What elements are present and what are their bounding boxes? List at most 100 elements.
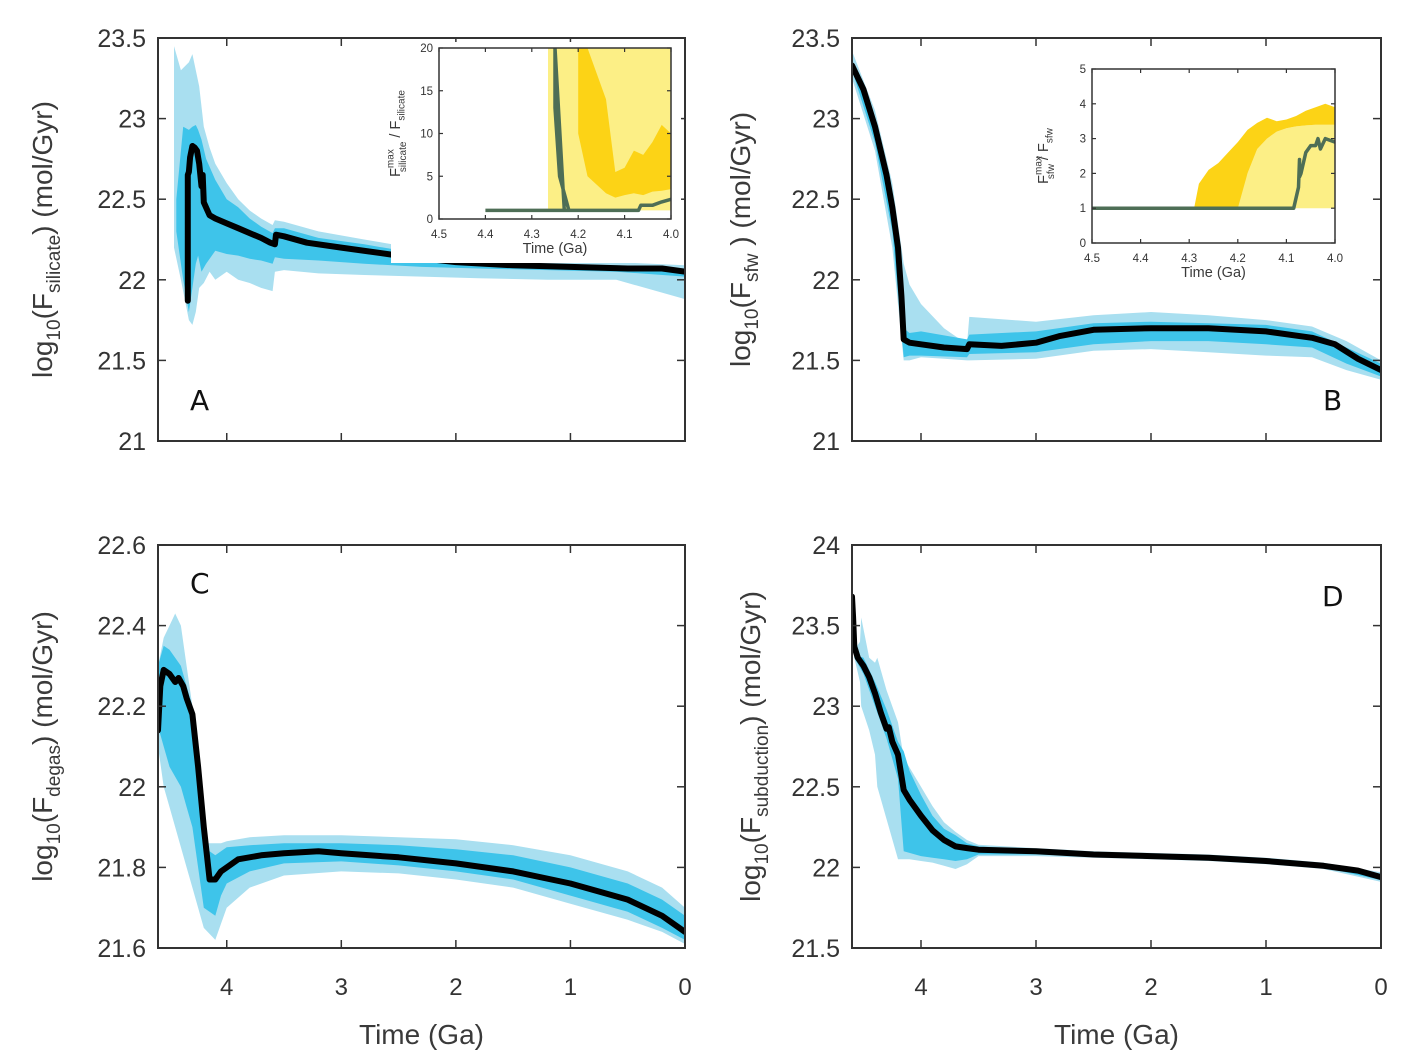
inset-inner-band [1194,103,1335,209]
inset-ylabel-sup: max [1033,156,1044,175]
axes-frame [157,544,686,949]
plot-area [852,593,1381,882]
inset-y-tick-label: 2 [1080,168,1086,180]
panel-letter: B [1323,384,1342,417]
inset-y-tick-label: 3 [1080,134,1086,146]
inset-x-tick-label: 4.1 [1278,253,1294,265]
inset-plot-area [485,48,671,213]
ylabel-sub1: 10 [44,823,65,844]
ylabel-post: ) (mol/Gyr) [27,101,58,235]
inset-line [1092,136,1335,210]
inset-ylabel-sub2: sfw [1044,127,1055,143]
y-tick-label: 22.5 [97,186,146,214]
x-tick-label: 4 [914,974,927,1001]
y-tick-label: 22 [118,774,146,802]
inset-ylabel-sup: max [385,149,396,168]
inset-ylabel-sub: sfw [1046,163,1057,179]
x-tick-label: 0 [1374,974,1387,1001]
inset-y-tick-label: 4 [1080,99,1087,111]
y-tick-label: 22 [812,854,840,882]
inset-x-tick-label: 4.4 [477,229,494,241]
y-tick-label: 22.5 [791,774,840,802]
x-axis-label: Time (Ga) [1054,1019,1179,1050]
y-tick-label: 23 [812,106,840,134]
inset-plot-area [1092,103,1335,210]
inset-ylabel-slash: / F [388,121,404,138]
ylabel-post: ) (mol/Gyr) [27,611,58,745]
inset-y-tick-label: 10 [420,129,433,141]
inner-uncertainty-band [158,645,685,940]
inset-ylabel-F: F [1036,175,1052,184]
y-tick-label: 22.5 [791,186,840,214]
y-tick-label: 21.5 [791,347,840,375]
inset-x-axis-label: Time (Ga) [523,241,588,257]
inset-ylabel-sub: silicate [398,141,409,172]
inset-ylabel-slash: / F [1036,143,1052,160]
outer-uncertainty-band [854,617,1381,882]
x-tick-label: 2 [1144,974,1157,1001]
panel-letter: A [190,384,209,417]
ylabel-pre: log [725,330,756,367]
axes-frame [157,37,686,442]
median-line [852,593,1381,881]
ylabel-sub2: silicate [44,235,65,293]
x-tick-label: 3 [335,974,348,1001]
median-line [158,666,685,935]
ylabel-sub2: subduction [752,725,773,817]
inset-x-tick-label: 4.5 [1084,253,1100,265]
x-tick-label: 2 [449,974,462,1001]
plot-area [852,50,1381,380]
inset-x-tick-label: 4.2 [1230,253,1246,265]
y-tick-label: 23.5 [791,25,840,53]
inner-uncertainty-band [854,654,1381,881]
inset-ylabel-sub2: silicate [396,90,407,121]
axes-frame [851,37,1382,442]
inset-inner-band [578,48,671,198]
y-tick-label: 24 [812,532,840,560]
y-tick-label: 22.4 [97,613,146,641]
inset-y-tick-label: 0 [427,214,433,226]
ylabel-post: ) (mol/Gyr) [735,591,766,725]
y-tick-label: 21 [118,428,146,456]
ylabel-sub1: 10 [44,319,65,340]
ylabel-mid: (F [27,797,58,823]
y-tick-label: 23 [812,693,840,721]
x-tick-label: 1 [564,974,577,1001]
x-tick-label: 0 [678,974,691,1001]
ylabel-sub2: sfw [742,253,763,282]
y-tick-label: 22.2 [97,693,146,721]
inset-x-tick-label: 4.5 [431,229,447,241]
inset-x-tick-label: 4.3 [1181,253,1197,265]
inset-y-tick-label: 0 [1080,238,1086,250]
inset-x-tick-label: 4.3 [524,229,540,241]
inset-y-tick-label: 5 [427,171,433,183]
inset-y-tick-label: 15 [420,86,433,98]
plot-area [158,613,685,944]
ylabel-sub2: degas [44,745,65,797]
y-tick-label: 21.6 [97,935,146,963]
inset-y-tick-label: 20 [420,43,433,55]
inset-x-tick-label: 4.2 [570,229,586,241]
inset-x-tick-label: 4.1 [617,229,633,241]
inset-x-tick-label: 4.0 [1327,253,1343,265]
ylabel-pre: log [27,341,58,378]
ylabel-mid: (F [735,817,766,843]
inset-y-axis-label: Fmaxsfw/ Fsfw [1033,127,1056,183]
y-tick-label: 21.5 [97,347,146,375]
x-tick-label: 3 [1029,974,1042,1001]
y-tick-label: 23.5 [97,25,146,53]
ylabel-mid: (F [27,293,58,319]
inset-x-axis-label: Time (Ga) [1181,265,1246,281]
median-line [852,62,1381,374]
y-axis-label: log10(Fsilicate) (mol/Gyr) [27,101,65,378]
inset-x-tick-label: 4.0 [663,229,679,241]
panel-letter: D [1322,580,1344,613]
y-tick-label: 21.8 [97,854,146,882]
inset-x-tick-label: 4.4 [1133,253,1150,265]
y-axis-label: log10(Fsfw ) (mol/Gyr) [725,112,763,367]
ylabel-sub1: 10 [742,308,763,329]
panel-letter: C [190,567,210,600]
inset-axes-frame [1091,68,1336,244]
